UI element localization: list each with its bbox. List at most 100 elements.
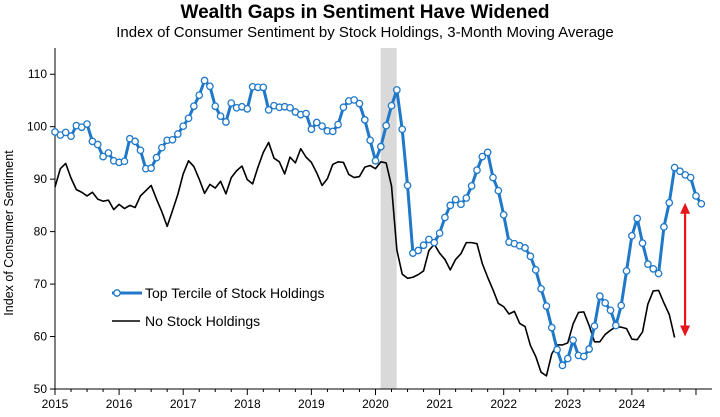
data-point-top-tercile	[547, 323, 556, 332]
data-point-top-tercile	[686, 173, 695, 182]
data-point-top-tercile	[665, 198, 674, 207]
data-point-top-tercile	[93, 140, 102, 149]
y-tick-label: 70	[34, 277, 48, 291]
data-point-top-tercile	[179, 122, 188, 131]
data-point-top-tercile	[131, 137, 139, 146]
data-point-top-tercile	[286, 103, 294, 112]
data-point-top-tercile	[462, 194, 471, 202]
series-line-no-stock-holdings	[54, 141, 676, 377]
legend-label-top-tercile: Top Tercile of Stock Holdings	[145, 285, 325, 301]
data-point-top-tercile	[692, 192, 700, 200]
plot-area: 50 60 70 80 90 100 110 2015 2016 2017 2018 2019 2020…	[27, 48, 712, 411]
data-point-top-tercile	[355, 99, 364, 108]
data-point-top-tercile	[660, 223, 668, 231]
data-point-top-tercile	[697, 199, 706, 208]
data-point-top-tercile	[489, 173, 497, 182]
data-point-top-tercile	[157, 143, 166, 152]
data-point-top-tercile	[195, 91, 204, 100]
data-point-top-tercile	[376, 142, 385, 151]
y-tick-label: 80	[34, 225, 48, 239]
data-point-top-tercile	[200, 76, 209, 85]
data-point-top-tercile	[590, 322, 599, 330]
data-point-top-tercile	[670, 163, 679, 172]
data-point-top-tercile	[398, 125, 407, 134]
data-point-top-tercile	[606, 306, 615, 315]
data-point-top-tercile	[328, 127, 337, 136]
data-point-top-tercile	[537, 284, 545, 293]
data-point-top-tercile	[419, 241, 428, 250]
data-point-top-tercile	[595, 292, 604, 300]
data-point-top-tercile	[654, 269, 663, 278]
gap-arrow-head-top	[680, 202, 691, 214]
data-point-top-tercile	[441, 213, 449, 222]
x-tick-label: 2024	[619, 397, 646, 411]
legend-marker-top-tercile	[113, 289, 121, 297]
data-point-top-tercile	[467, 182, 476, 190]
data-point-top-tercile	[676, 167, 684, 176]
legend-label-no-stock: No Stock Holdings	[145, 313, 260, 329]
data-point-top-tercile	[521, 244, 529, 252]
data-point-top-tercile	[83, 120, 91, 128]
data-point-top-tercile	[628, 231, 636, 240]
data-point-top-tercile	[633, 214, 642, 223]
data-point-top-tercile	[243, 105, 252, 113]
y-tick-label: 50	[34, 382, 48, 396]
data-point-top-tercile	[446, 201, 455, 210]
data-point-top-tercile	[649, 265, 658, 273]
data-point-top-tercile	[483, 148, 492, 157]
data-point-top-tercile	[542, 302, 551, 310]
data-point-top-tercile	[312, 118, 321, 127]
x-tick-label: 2018	[234, 397, 261, 411]
data-point-top-tercile	[99, 152, 107, 161]
data-point-top-tercile	[152, 153, 161, 162]
data-point-top-tercile	[393, 86, 401, 94]
x-tick-label: 2020	[362, 397, 389, 411]
data-point-top-tercile	[184, 114, 193, 123]
data-point-top-tercile	[579, 352, 588, 361]
data-point-top-tercile	[222, 118, 230, 126]
data-point-top-tercile	[622, 267, 631, 275]
x-tick-label: 2022	[490, 397, 517, 411]
data-point-top-tercile	[120, 157, 129, 166]
y-axis-label: Index of Consumer Sentiment	[2, 150, 16, 316]
data-point-top-tercile	[387, 101, 396, 110]
data-point-top-tercile	[360, 116, 369, 124]
data-point-top-tercile	[339, 103, 348, 112]
data-point-top-tercile	[350, 96, 358, 104]
gap-arrow-head-bottom	[680, 325, 691, 337]
data-point-top-tercile	[371, 156, 380, 165]
x-tick-label: 2023	[554, 397, 581, 411]
data-point-top-tercile	[227, 99, 236, 107]
data-point-top-tercile	[430, 238, 439, 247]
data-point-top-tercile	[382, 121, 391, 130]
data-point-top-tercile	[61, 128, 70, 137]
chart-subtitle: Index of Consumer Sentiment by Stock Hol…	[116, 24, 613, 41]
data-point-top-tercile	[644, 260, 652, 268]
data-point-top-tercile	[531, 266, 540, 274]
data-point-top-tercile	[307, 125, 316, 134]
chart-title: Wealth Gaps in Sentiment Have Widened	[181, 2, 550, 23]
data-point-top-tercile	[435, 229, 444, 238]
data-point-top-tercile	[334, 120, 342, 129]
x-tick-label: 2016	[106, 397, 133, 411]
x-tick-label: 2019	[298, 397, 325, 411]
data-point-top-tercile	[206, 82, 214, 91]
data-point-top-tercile	[302, 109, 310, 118]
x-tick-label: 2015	[42, 397, 69, 411]
data-point-top-tercile	[638, 239, 647, 248]
data-point-top-tercile	[558, 361, 567, 370]
data-point-top-tercile	[451, 195, 460, 204]
x-tick-label: 2017	[170, 397, 197, 411]
data-point-top-tercile	[563, 354, 572, 363]
y-tick-label: 110	[28, 67, 47, 81]
data-point-top-tercile	[264, 106, 273, 114]
data-point-top-tercile	[499, 210, 508, 219]
data-point-top-tercile	[136, 146, 145, 155]
data-point-top-tercile	[318, 122, 326, 131]
data-point-top-tercile	[403, 181, 412, 190]
data-point-top-tercile	[216, 112, 225, 121]
data-point-top-tercile	[617, 301, 626, 310]
y-tick-label: 90	[34, 172, 48, 186]
